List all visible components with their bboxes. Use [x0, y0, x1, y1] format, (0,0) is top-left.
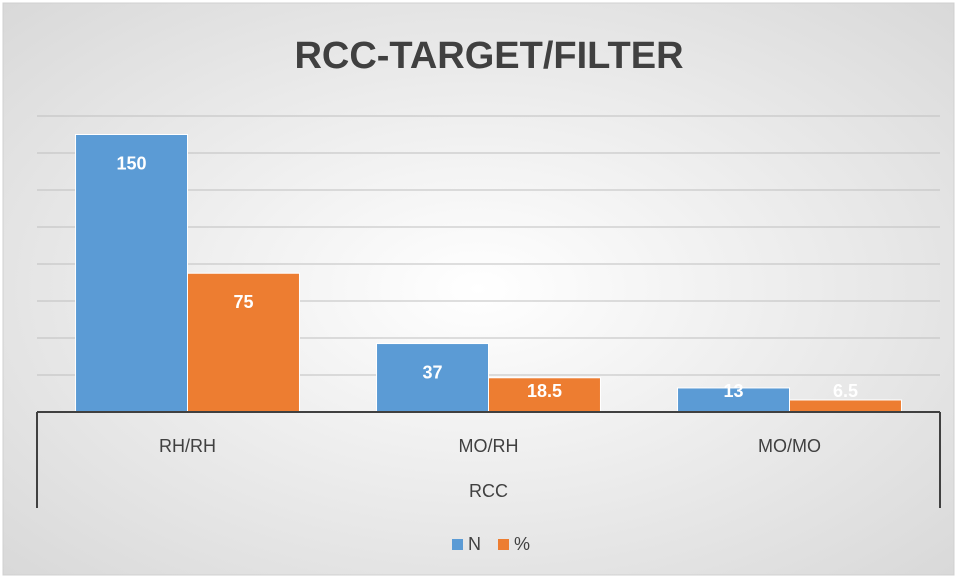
x-axis-title: RCC	[469, 481, 508, 501]
chart-title: RCC-TARGET/FILTER	[294, 35, 683, 77]
legend-swatch	[498, 539, 509, 550]
data-label: 75	[233, 292, 253, 312]
x-tick-label: RH/RH	[159, 436, 216, 456]
data-label: 13	[723, 381, 743, 401]
legend-label: %	[514, 534, 530, 554]
x-tick-label: MO/MO	[758, 436, 821, 456]
data-label: 37	[422, 362, 442, 382]
data-label: 6.5	[833, 381, 858, 401]
data-label: 150	[116, 153, 146, 173]
bar	[789, 399, 902, 413]
legend-swatch	[452, 539, 463, 550]
bar	[75, 134, 188, 413]
x-tick-label: MO/RH	[459, 436, 519, 456]
data-label: 18.5	[527, 381, 562, 401]
legend-label: N	[468, 534, 481, 554]
